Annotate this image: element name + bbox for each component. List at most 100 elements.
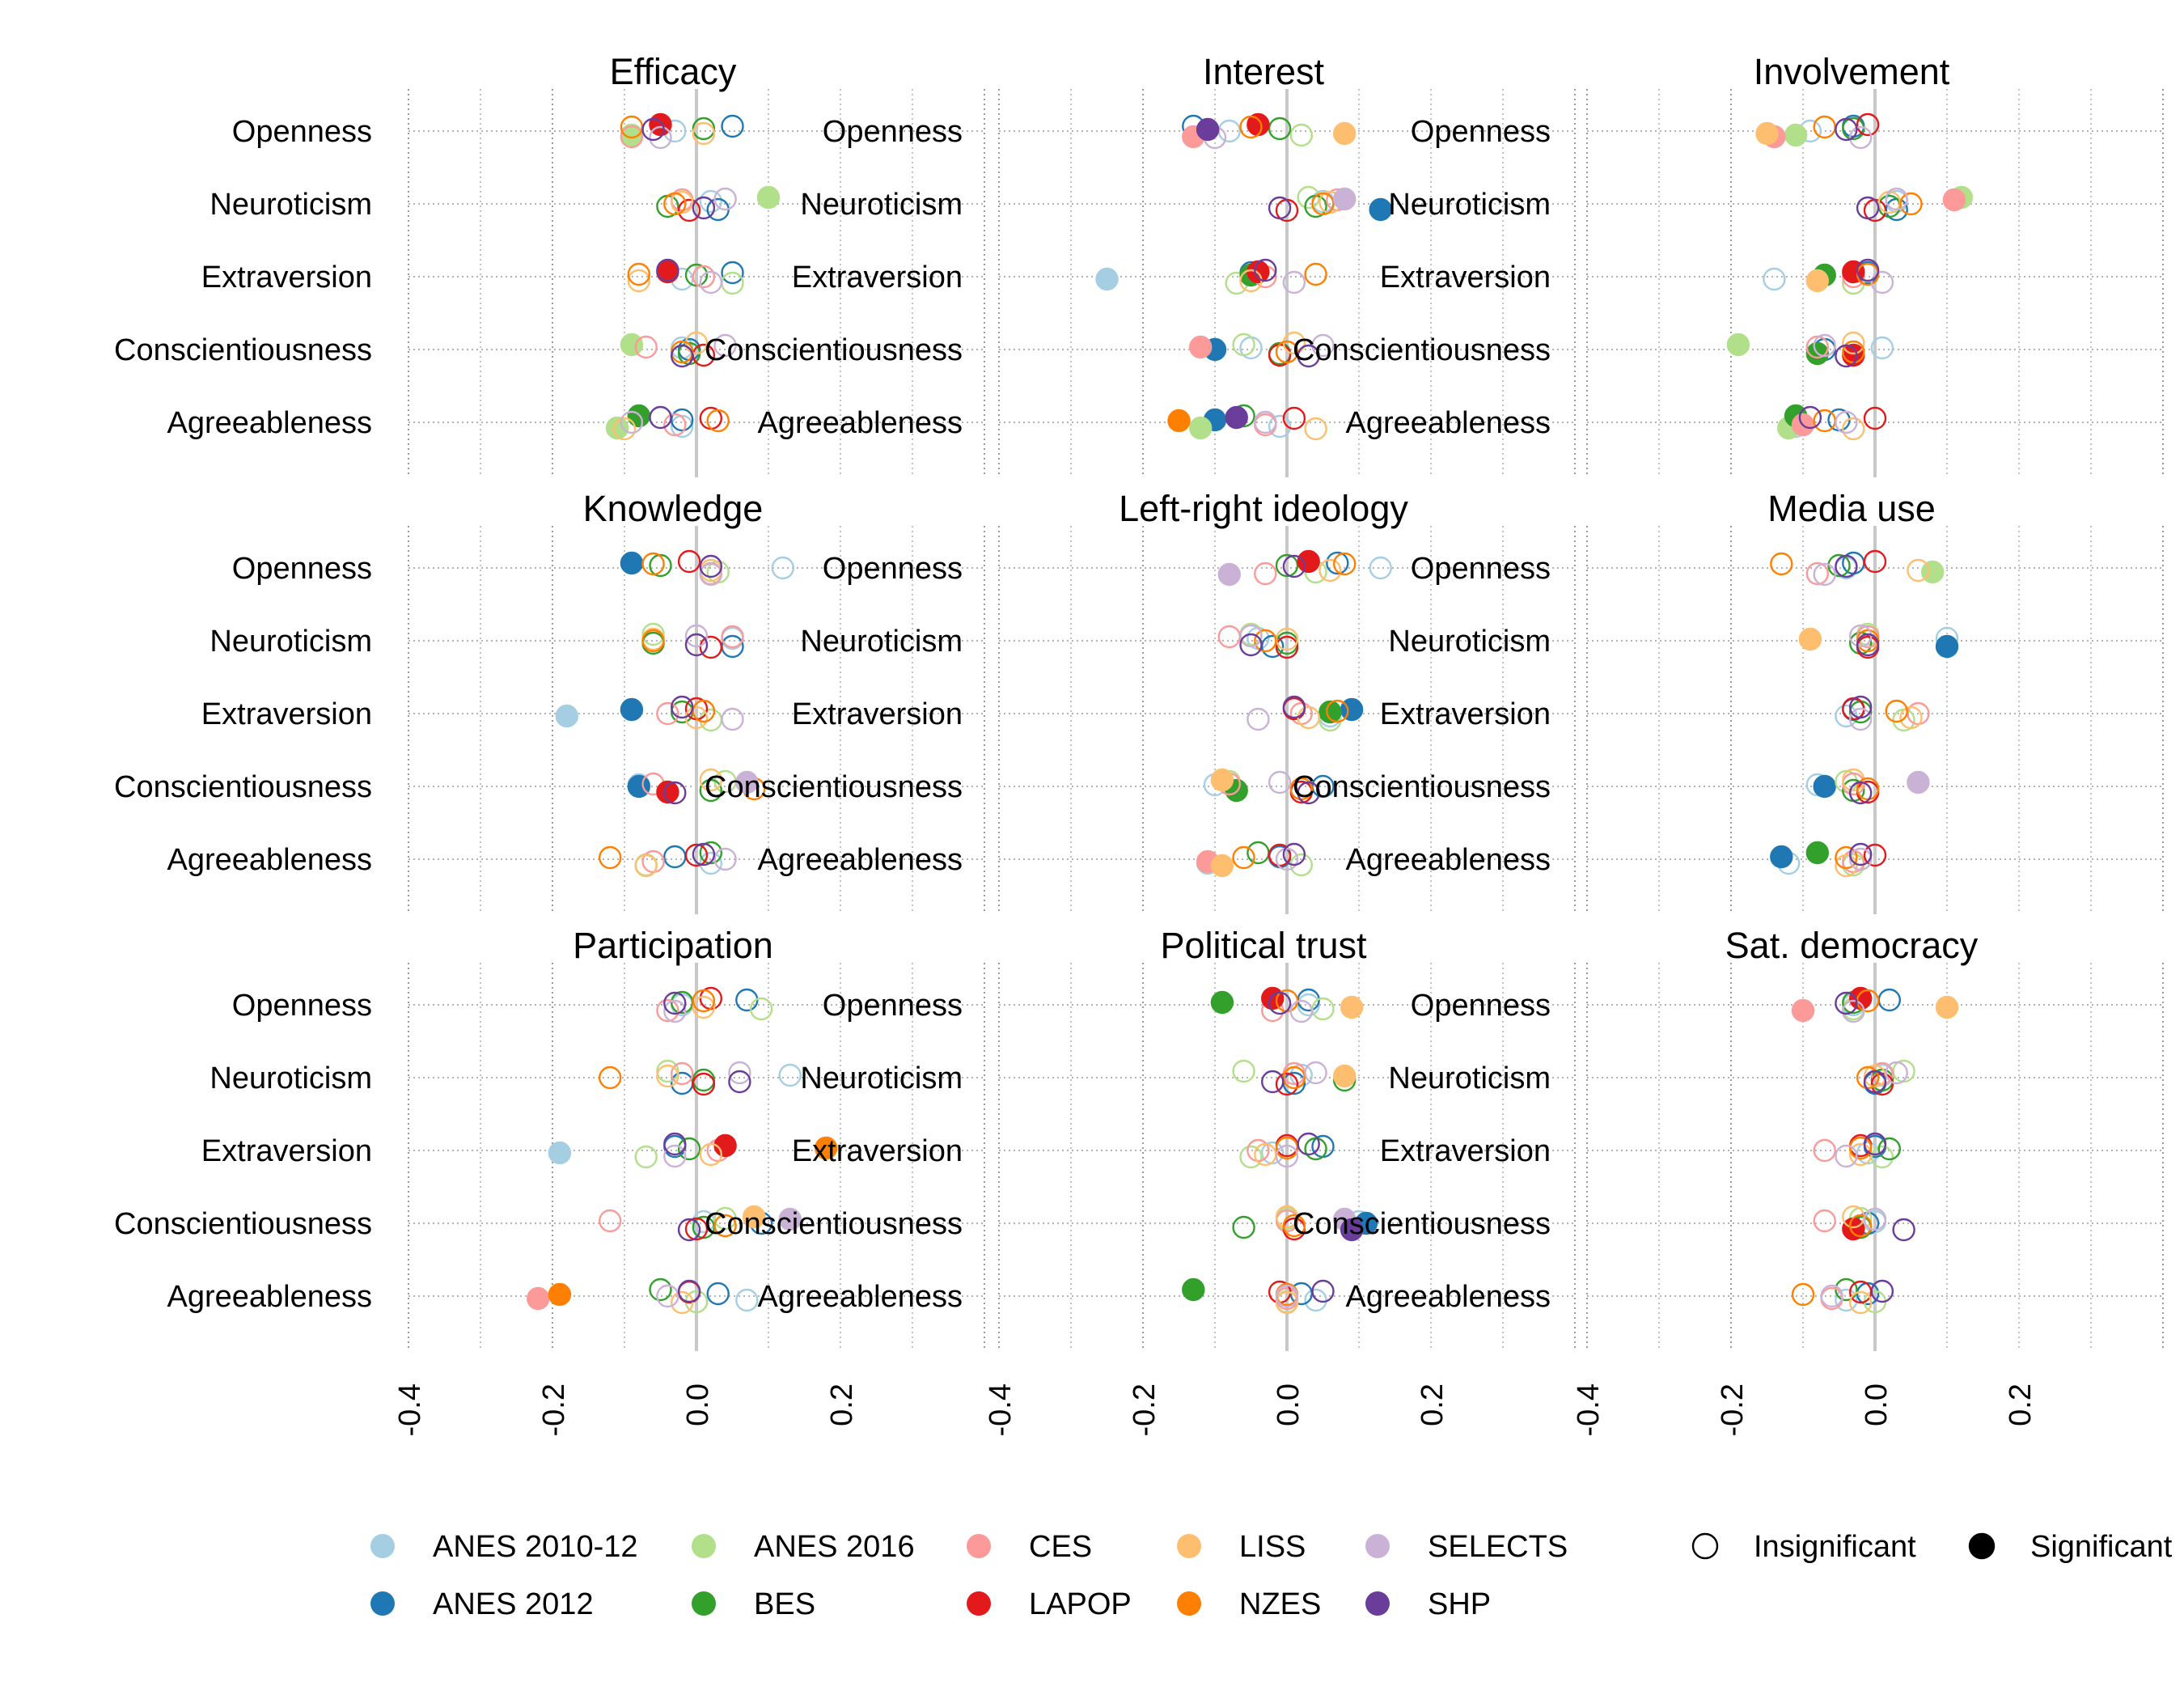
data-point — [612, 417, 637, 441]
category-label: Extraversion — [792, 697, 963, 731]
data-point — [663, 1144, 687, 1168]
data-point — [1870, 336, 1894, 360]
data-point — [1877, 988, 1902, 1012]
data-point — [677, 198, 701, 222]
data-point — [699, 189, 722, 214]
data-point — [649, 112, 672, 137]
category-label: Conscientiousness — [114, 333, 372, 367]
data-point — [663, 192, 687, 216]
category-label: Agreeableness — [1345, 1280, 1551, 1314]
data-point — [1835, 344, 1858, 368]
data-point — [1297, 1132, 1320, 1156]
data-point — [1863, 549, 1887, 574]
data-point — [641, 622, 665, 646]
category-label: Agreeableness — [167, 1280, 372, 1314]
data-point — [620, 333, 644, 357]
data-point — [1813, 562, 1836, 587]
category-label: Openness — [823, 115, 963, 149]
data-point — [1848, 842, 1873, 866]
data-point — [663, 845, 687, 869]
x-tick-label: -0.4 — [1572, 1383, 1606, 1436]
panel-title: Involvement — [1754, 51, 1950, 92]
data-point — [1805, 561, 1830, 586]
legend-label: LAPOP — [1029, 1587, 1132, 1621]
data-point — [1340, 1218, 1364, 1242]
data-point — [1268, 196, 1292, 220]
x-tick-label: -0.2 — [537, 1383, 571, 1436]
data-point — [1217, 625, 1242, 649]
data-point — [684, 843, 709, 867]
data-point — [599, 845, 622, 870]
data-point — [1254, 258, 1277, 282]
category-label: Openness — [1411, 552, 1551, 586]
data-point — [1275, 635, 1299, 659]
panel-involvement: Involvement Openness Neuroticism Extraversi… — [1293, 51, 2164, 477]
data-point — [1798, 405, 1822, 430]
data-point — [1848, 1290, 1873, 1315]
category-label: Extraversion — [1380, 261, 1551, 294]
data-point — [713, 187, 737, 211]
data-point — [1791, 1282, 1815, 1307]
data-point — [1856, 258, 1880, 282]
x-tick-label: 0.0 — [1860, 1383, 1894, 1426]
data-point — [692, 842, 716, 866]
data-point — [1835, 554, 1858, 578]
panel-media-use: Media use Openness Neuroticism Extraversion… — [1293, 488, 2164, 914]
legend-swatch — [692, 1534, 716, 1558]
data-point — [1863, 1070, 1887, 1094]
data-point — [1863, 843, 1887, 867]
panel-participation: Participation Openness Neuroticism Extraver… — [114, 925, 985, 1436]
data-point — [1254, 1142, 1277, 1167]
data-point — [699, 562, 722, 587]
data-point — [1770, 845, 1793, 869]
legend-swatch — [1365, 1534, 1390, 1558]
data-point — [1332, 1064, 1357, 1088]
data-point — [1326, 699, 1349, 723]
data-point — [1297, 781, 1320, 805]
data-point — [721, 114, 744, 138]
data-point — [1289, 123, 1314, 147]
category-label: Neuroticism — [210, 1061, 372, 1095]
legend-label: CES — [1029, 1530, 1092, 1564]
data-point — [1217, 562, 1242, 587]
panel-title: Participation — [573, 925, 773, 966]
data-point — [815, 1136, 838, 1160]
data-point — [555, 704, 578, 728]
data-point — [1318, 558, 1342, 583]
data-point — [627, 774, 650, 799]
data-point — [1275, 1136, 1299, 1160]
data-point — [1835, 410, 1858, 434]
data-point — [1210, 854, 1234, 878]
data-point — [1282, 554, 1306, 578]
data-point — [749, 997, 773, 1021]
data-point — [1311, 1279, 1335, 1303]
category-label: Neuroticism — [1388, 625, 1551, 659]
data-point — [1856, 112, 1880, 137]
data-point — [1842, 417, 1865, 441]
data-point — [692, 989, 716, 1013]
category-label: Extraversion — [1380, 697, 1551, 731]
legend-swatch — [370, 1591, 395, 1616]
data-point — [1813, 1209, 1836, 1233]
category-label: Neuroticism — [210, 188, 372, 222]
x-tick-label: 0.2 — [2004, 1383, 2038, 1426]
data-point — [1805, 841, 1830, 865]
x-tick-label: 0.2 — [825, 1383, 859, 1426]
data-point — [1842, 117, 1865, 141]
category-label: Extraversion — [201, 261, 372, 294]
data-point — [1210, 768, 1234, 792]
data-point — [1275, 1205, 1299, 1229]
panel-political-trust: Political trust Openness Neuroticism Extrav… — [705, 925, 1576, 1436]
data-point — [1297, 344, 1320, 368]
data-point — [1232, 1215, 1255, 1239]
data-point — [1763, 267, 1786, 291]
data-point — [706, 1282, 730, 1306]
category-label: Extraversion — [792, 261, 963, 294]
panel-title: Media use — [1767, 488, 1936, 529]
x-tick-label: -0.2 — [1128, 1383, 1162, 1436]
data-point — [656, 260, 679, 284]
data-point — [1835, 991, 1858, 1015]
category-label: Agreeableness — [167, 843, 372, 877]
data-point — [1848, 707, 1873, 731]
